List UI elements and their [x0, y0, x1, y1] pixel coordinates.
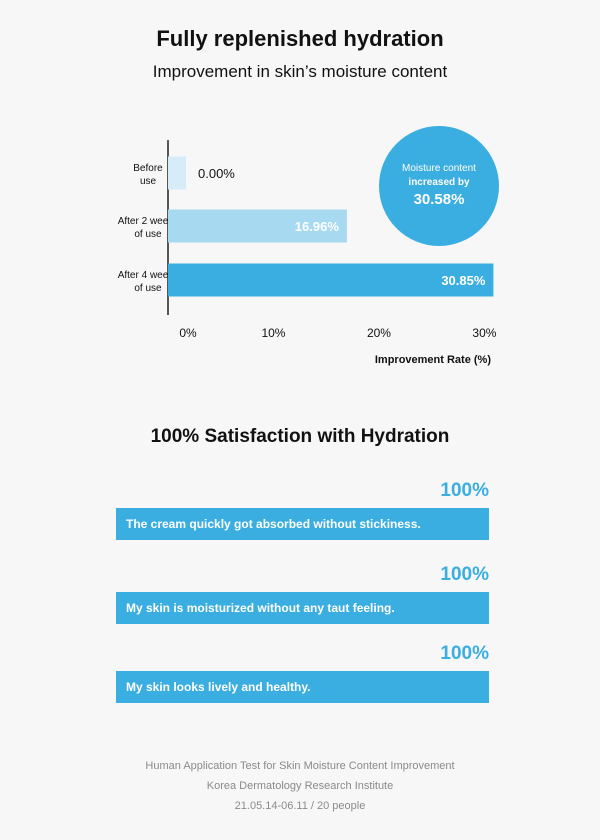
category-label: After 2 weeks — [118, 216, 179, 227]
satisfaction-bar: My skin is moisturized without any taut … — [116, 592, 489, 624]
x-tick-label: 10% — [261, 326, 285, 340]
satisfaction-bar: The cream quickly got absorbed without s… — [116, 508, 489, 540]
footer-period: 21.05.14-06.11 / 20 people — [234, 800, 366, 812]
satisfaction-percent: 100% — [440, 564, 489, 585]
x-tick-label: 20% — [367, 326, 391, 340]
satisfaction-bar: My skin looks lively and healthy. — [116, 671, 489, 703]
data-label: 0.00% — [198, 166, 235, 181]
footer-test-name: Human Application Test for Skin Moisture… — [145, 760, 455, 772]
satisfaction-item-2: 100% My skin is moisturized without any … — [116, 562, 489, 624]
bar — [168, 209, 347, 243]
footer: Human Application Test for Skin Moisture… — [0, 756, 600, 816]
data-label: 16.96% — [295, 219, 340, 234]
satisfaction-title: 100% Satisfaction with Hydration — [150, 426, 450, 447]
moisture-bar-chart: Before use 0.00% After 2 weeks of use 16.96% A… — [118, 140, 497, 366]
x-axis-label: Improvement Rate (%) — [375, 354, 491, 366]
category-label: of use — [134, 229, 162, 240]
x-tick-label: 0% — [179, 326, 197, 340]
footer-institute: Korea Dermatology Research Institute — [206, 780, 394, 792]
category-label: After 4 weeks — [118, 270, 179, 281]
category-label: Before — [133, 163, 163, 174]
data-label: 30.85% — [441, 273, 486, 288]
category-label: use — [140, 176, 157, 187]
page-title: Fully replenished hydration — [156, 26, 444, 51]
bar — [168, 263, 494, 297]
moisture-increase-badge: Moisture content increased by 30.58% — [379, 126, 499, 246]
satisfaction-item-3: 100% My skin looks lively and healthy. — [116, 641, 489, 703]
x-tick-label: 30% — [472, 326, 496, 340]
badge-line2: increased by — [408, 177, 470, 188]
satisfaction-item-1: 100% The cream quickly got absorbed with… — [116, 478, 489, 540]
badge-line1: Moisture content — [402, 163, 476, 174]
page-subtitle: Improvement in skin’s moisture content — [152, 62, 448, 81]
satisfaction-percent: 100% — [440, 643, 489, 664]
badge-value: 30.58% — [413, 191, 465, 208]
bar — [168, 156, 186, 190]
category-label: of use — [134, 283, 162, 294]
satisfaction-percent: 100% — [440, 480, 489, 501]
